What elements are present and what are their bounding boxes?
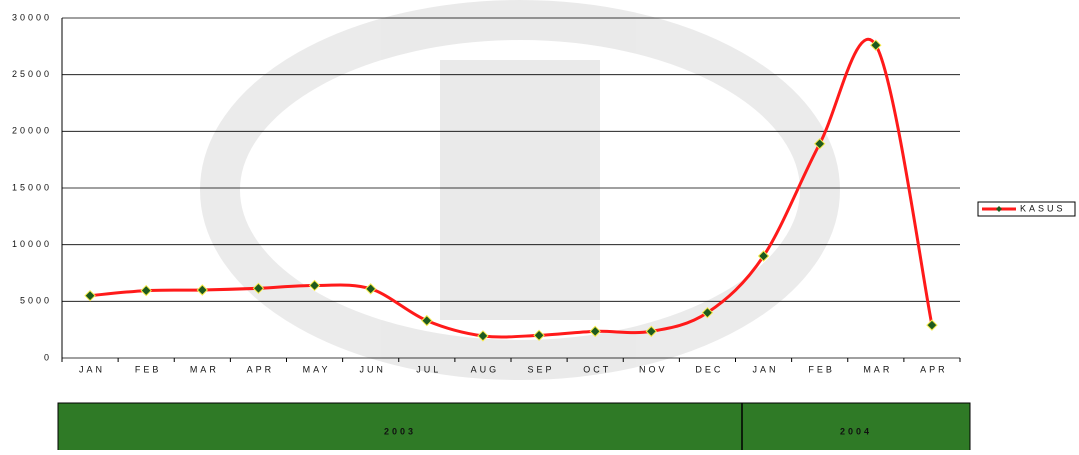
x-tick-label: JUL [416, 364, 441, 374]
marker [141, 286, 151, 296]
watermark [220, 20, 820, 360]
marker [422, 316, 432, 326]
marker [197, 285, 207, 295]
x-tick-label: APR [920, 364, 948, 374]
marker [534, 330, 544, 340]
x-tick-label: JUN [359, 364, 386, 374]
x-tick-label: DEC [695, 364, 723, 374]
y-tick-label: 15000 [12, 182, 52, 192]
year-label: 2003 [384, 426, 416, 436]
y-tick-label: 10000 [12, 239, 52, 249]
year-band [58, 403, 970, 450]
x-tick-label: NOV [639, 364, 668, 374]
marker [85, 291, 95, 301]
x-tick-label: MAR [190, 364, 219, 374]
x-tick-label: JAN [753, 364, 779, 374]
y-tick-label: 0 [44, 352, 52, 362]
x-tick-label: FEB [135, 364, 162, 374]
y-tick-label: 20000 [12, 126, 52, 136]
marker [366, 284, 376, 294]
x-tick-label: AUG [471, 364, 500, 374]
y-tick-label: 25000 [12, 69, 52, 79]
x-tick-label: APR [247, 364, 275, 374]
chart: 0 5000 10000 15000 20000 25000 30000 JAN FEB MAR A… [0, 0, 1079, 450]
x-tick-label: SEP [528, 364, 555, 374]
x-tick-label: JAN [79, 364, 105, 374]
legend-label: KASUS [1020, 203, 1066, 213]
y-tick-label: 30000 [12, 12, 52, 22]
y-tick-label: 5000 [20, 296, 52, 306]
x-tick-label: OCT [583, 364, 611, 374]
marker [927, 320, 937, 330]
x-tick-label: MAY [303, 364, 331, 374]
x-tick-label: MAR [863, 364, 892, 374]
year-label: 2004 [840, 426, 872, 436]
x-tick-label: FEB [808, 364, 835, 374]
